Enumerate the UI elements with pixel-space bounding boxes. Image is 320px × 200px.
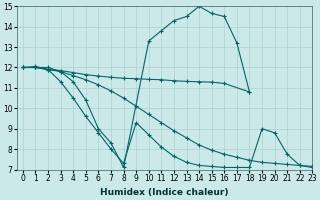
X-axis label: Humidex (Indice chaleur): Humidex (Indice chaleur) bbox=[100, 188, 229, 197]
